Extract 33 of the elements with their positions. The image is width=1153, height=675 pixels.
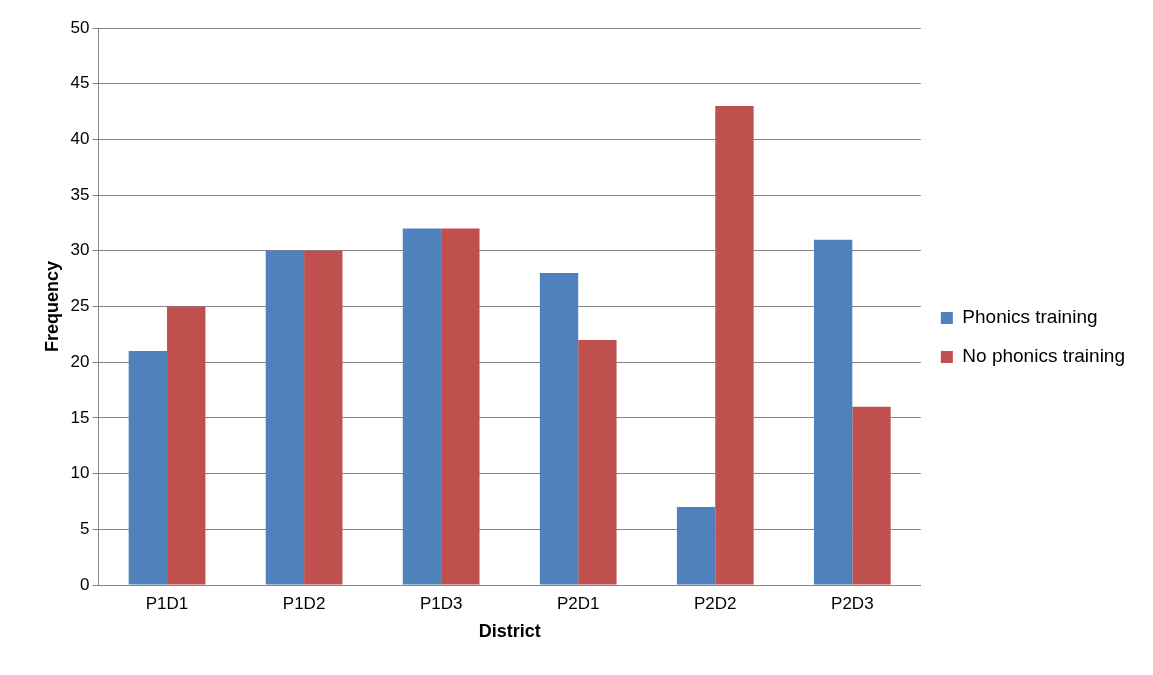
y-tick-label: 50 — [70, 17, 90, 37]
y-tick-label: 30 — [70, 240, 90, 260]
legend-label: Phonics training — [962, 306, 1098, 328]
x-tick-label: P1D2 — [282, 593, 326, 613]
bar — [304, 250, 343, 585]
x-tick-label: P2D3 — [831, 593, 874, 613]
bar — [128, 351, 168, 585]
y-tick-label: 20 — [70, 351, 90, 371]
bar — [676, 507, 716, 585]
bar — [539, 273, 579, 585]
y-tick-label: 35 — [70, 184, 90, 204]
bar — [852, 406, 891, 585]
y-tick-label: 15 — [70, 407, 90, 427]
x-tick-label: P2D2 — [694, 593, 737, 613]
bar — [265, 250, 305, 585]
x-tick-label: P2D1 — [556, 593, 600, 613]
bar — [715, 105, 754, 585]
legend-label: No phonics training — [962, 345, 1126, 367]
y-tick-label: 10 — [70, 463, 90, 483]
y-tick-label: 25 — [70, 296, 90, 316]
bar — [813, 239, 853, 585]
x-tick-label: P1D3 — [419, 593, 463, 613]
y-tick-label: 0 — [80, 574, 90, 594]
bar — [441, 228, 480, 585]
bar — [578, 339, 617, 585]
bar — [402, 228, 442, 585]
y-axis-title: Frequency — [41, 260, 62, 353]
x-axis-title: District — [478, 621, 541, 642]
y-tick-label: 40 — [70, 129, 90, 149]
bar — [167, 306, 206, 585]
y-tick-label: 5 — [80, 518, 90, 538]
x-tick-label: P1D1 — [145, 593, 189, 613]
y-tick-label: 45 — [70, 73, 90, 93]
